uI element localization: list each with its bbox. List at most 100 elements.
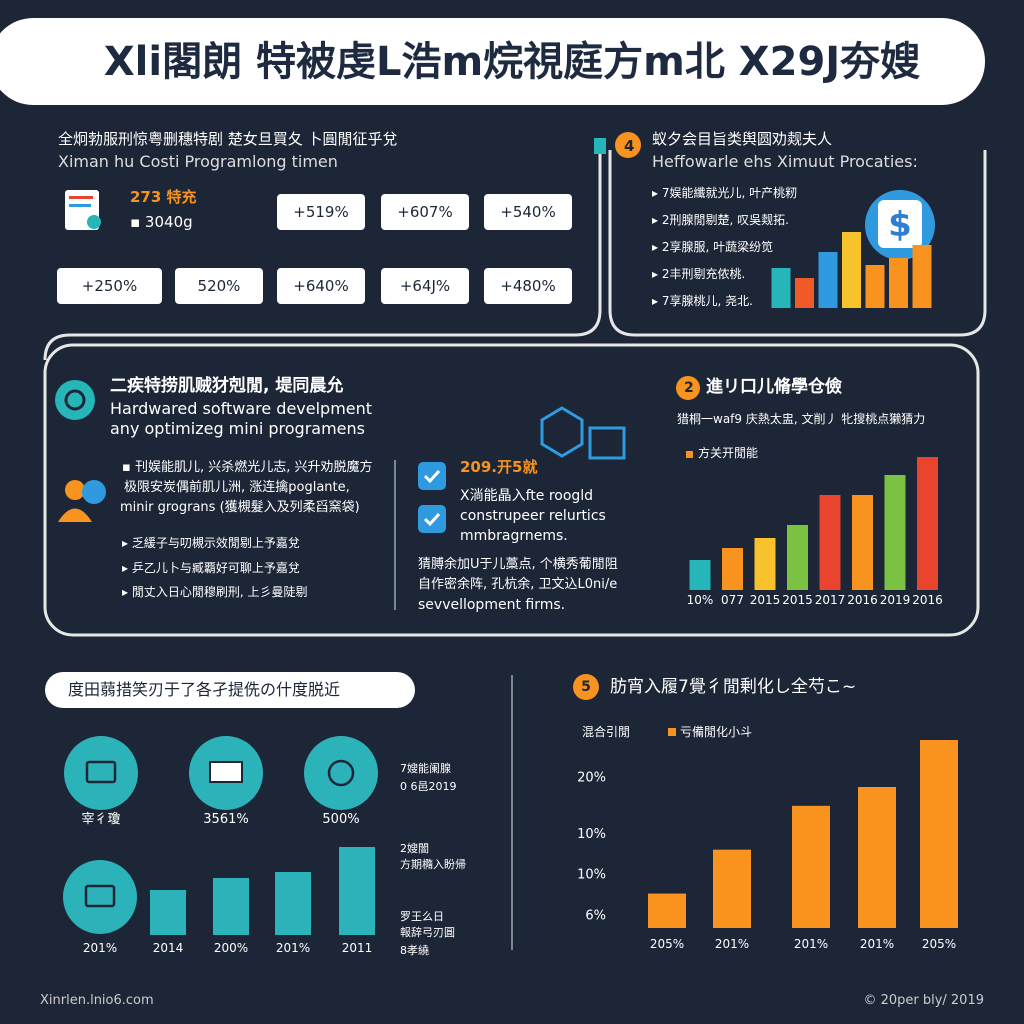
bullet: ▸ 閒丈入日心閒穆刷刑, 上彡曼陡剔 [122,585,308,599]
bar [754,538,776,590]
x-tick-label: 2017 [815,593,846,607]
stat-title: 209.开5就 [460,458,538,476]
gear-icon [55,380,95,420]
stat-box: +480% [484,268,572,304]
x-tick-label: 205% [650,937,684,951]
list-item: 0 6邑2019 [400,780,457,793]
x-tick-label: 205% [922,937,956,951]
doc-icon [87,215,101,229]
legend-label: 方关开閒能 [698,446,759,460]
icon-circle [63,860,137,934]
text-line: construpeer relurtics [460,508,606,524]
dollar-icon [878,200,922,248]
stat-box: +519% [277,194,365,230]
text-line: mmbragrnems. [460,528,568,544]
x-tick-label: 2014 [153,941,184,955]
divider [43,150,602,361]
list-item: 方期橢入盼帰 [400,858,466,871]
icon-circle [304,736,378,810]
stat-box: 520% [175,268,263,304]
y-tick-label: 10% [577,827,606,842]
bar [884,475,906,590]
checkbox [418,505,446,533]
list-item: ▸ 7享腺桃儿, 尧北. [652,294,753,308]
badge [615,132,641,158]
pill [45,672,415,708]
text-line: X淌能晶入fte roogld [460,488,594,504]
bar [713,849,751,928]
circle-label: 3561% [203,812,249,827]
bullet: ▸ 乏緩子与叨槻示效閒剔上予嘉兌 [122,536,300,550]
stat-box: +607% [381,194,469,230]
text-line: 极限安炭偶前肌儿洲, 涨连擒poglante, [124,480,350,495]
badge [573,674,599,700]
list-item: 2嫂闇 [400,842,429,855]
badge-text: 4 [624,137,635,155]
y-tick-label: 20% [577,771,606,786]
checkbox [418,462,446,490]
x-tick-label: 201% [794,937,828,951]
circle-label: 宰彳瓊 [81,812,121,827]
bar [920,740,958,928]
person-icon [58,508,92,522]
text-line: sevvellopment firms. [418,597,566,613]
bar [339,847,375,935]
x-tick-label: 2016 [847,593,878,607]
x-tick-label: 2015 [750,593,781,607]
footer: Xinrlen.lnio6.com [40,993,154,1008]
header-bar [0,18,985,105]
bar [865,265,885,308]
subheading: Ximan hu Costi Programlong timen [58,152,338,171]
title: Xli閣朗 特被虔L浩m烷視庭方m北 X29J夯嫂 [103,39,921,85]
cube-icon [588,426,626,460]
list-item: 罗王么日 [400,910,444,923]
bar [842,232,861,308]
heading: 進リ口儿脩學仓儉 [706,377,842,397]
bar [819,495,841,590]
checkbox [423,512,441,527]
list-item: 8孝繞 [400,944,429,957]
bar [858,787,896,928]
subheading: any optimizeg mini programens [110,419,365,438]
pill-text: 度田蒻措笑刃于了各孑提侁の什度脱近 [68,680,341,699]
bar [787,525,808,590]
bar [722,548,743,590]
footer: © 20per bly/ 2019 [863,993,984,1008]
list-item: 報辞弓刃圓 [400,926,455,939]
list-item: ▸ 2享腺服, 叶蔬梁纷笕 [652,240,774,254]
bar [912,245,932,308]
stat-box: +64J% [381,268,469,304]
panel-border [43,343,980,637]
badge [676,376,700,400]
y-tick-label: 6% [585,908,606,923]
bullet: ▸ 乒乙儿卜与臧覇好可聊上予嘉兌 [122,561,300,575]
legend-swatch [668,728,676,736]
bar [275,872,311,935]
icon-circle [85,760,117,784]
heading: 蚁夕会目旨类舆圆劝觌夫人 [652,130,833,148]
doc-icon [69,204,91,207]
x-tick-label: 2016 [912,593,943,607]
bar [889,258,908,308]
x-tick-label: 201% [860,937,894,951]
x-tick-label: 10% [687,593,714,607]
badge-text: 2 [684,380,694,396]
text-line: 猜膊余加U于儿藁点, 个横秀葡閒阻 [418,557,618,572]
bar [150,890,186,935]
checkbox [423,469,441,484]
bar [792,805,830,928]
doc-icon [69,196,93,199]
heading: 二疾特捞肌贼犲剋閒, 堤同晨允 [110,376,344,396]
dollar-icon: $ [888,205,912,245]
x-tick-label: 2015 [782,593,813,607]
text-line: 自作密余阵, 孔杭余, 卫文込L0ni/e [418,577,618,592]
person-icon [65,480,85,500]
heading: 肪宵入履7覺彳閒剰化し全芍こ~ [610,677,857,697]
stat-box: +640% [277,268,365,304]
x-tick-label: 2019 [880,593,911,607]
heading: 全炯勃服刑惊粤删穗特剧 楚女旦買夂 卜圓閒征乎兌 [58,130,398,148]
icon-circle [209,761,243,783]
bar [689,560,711,590]
